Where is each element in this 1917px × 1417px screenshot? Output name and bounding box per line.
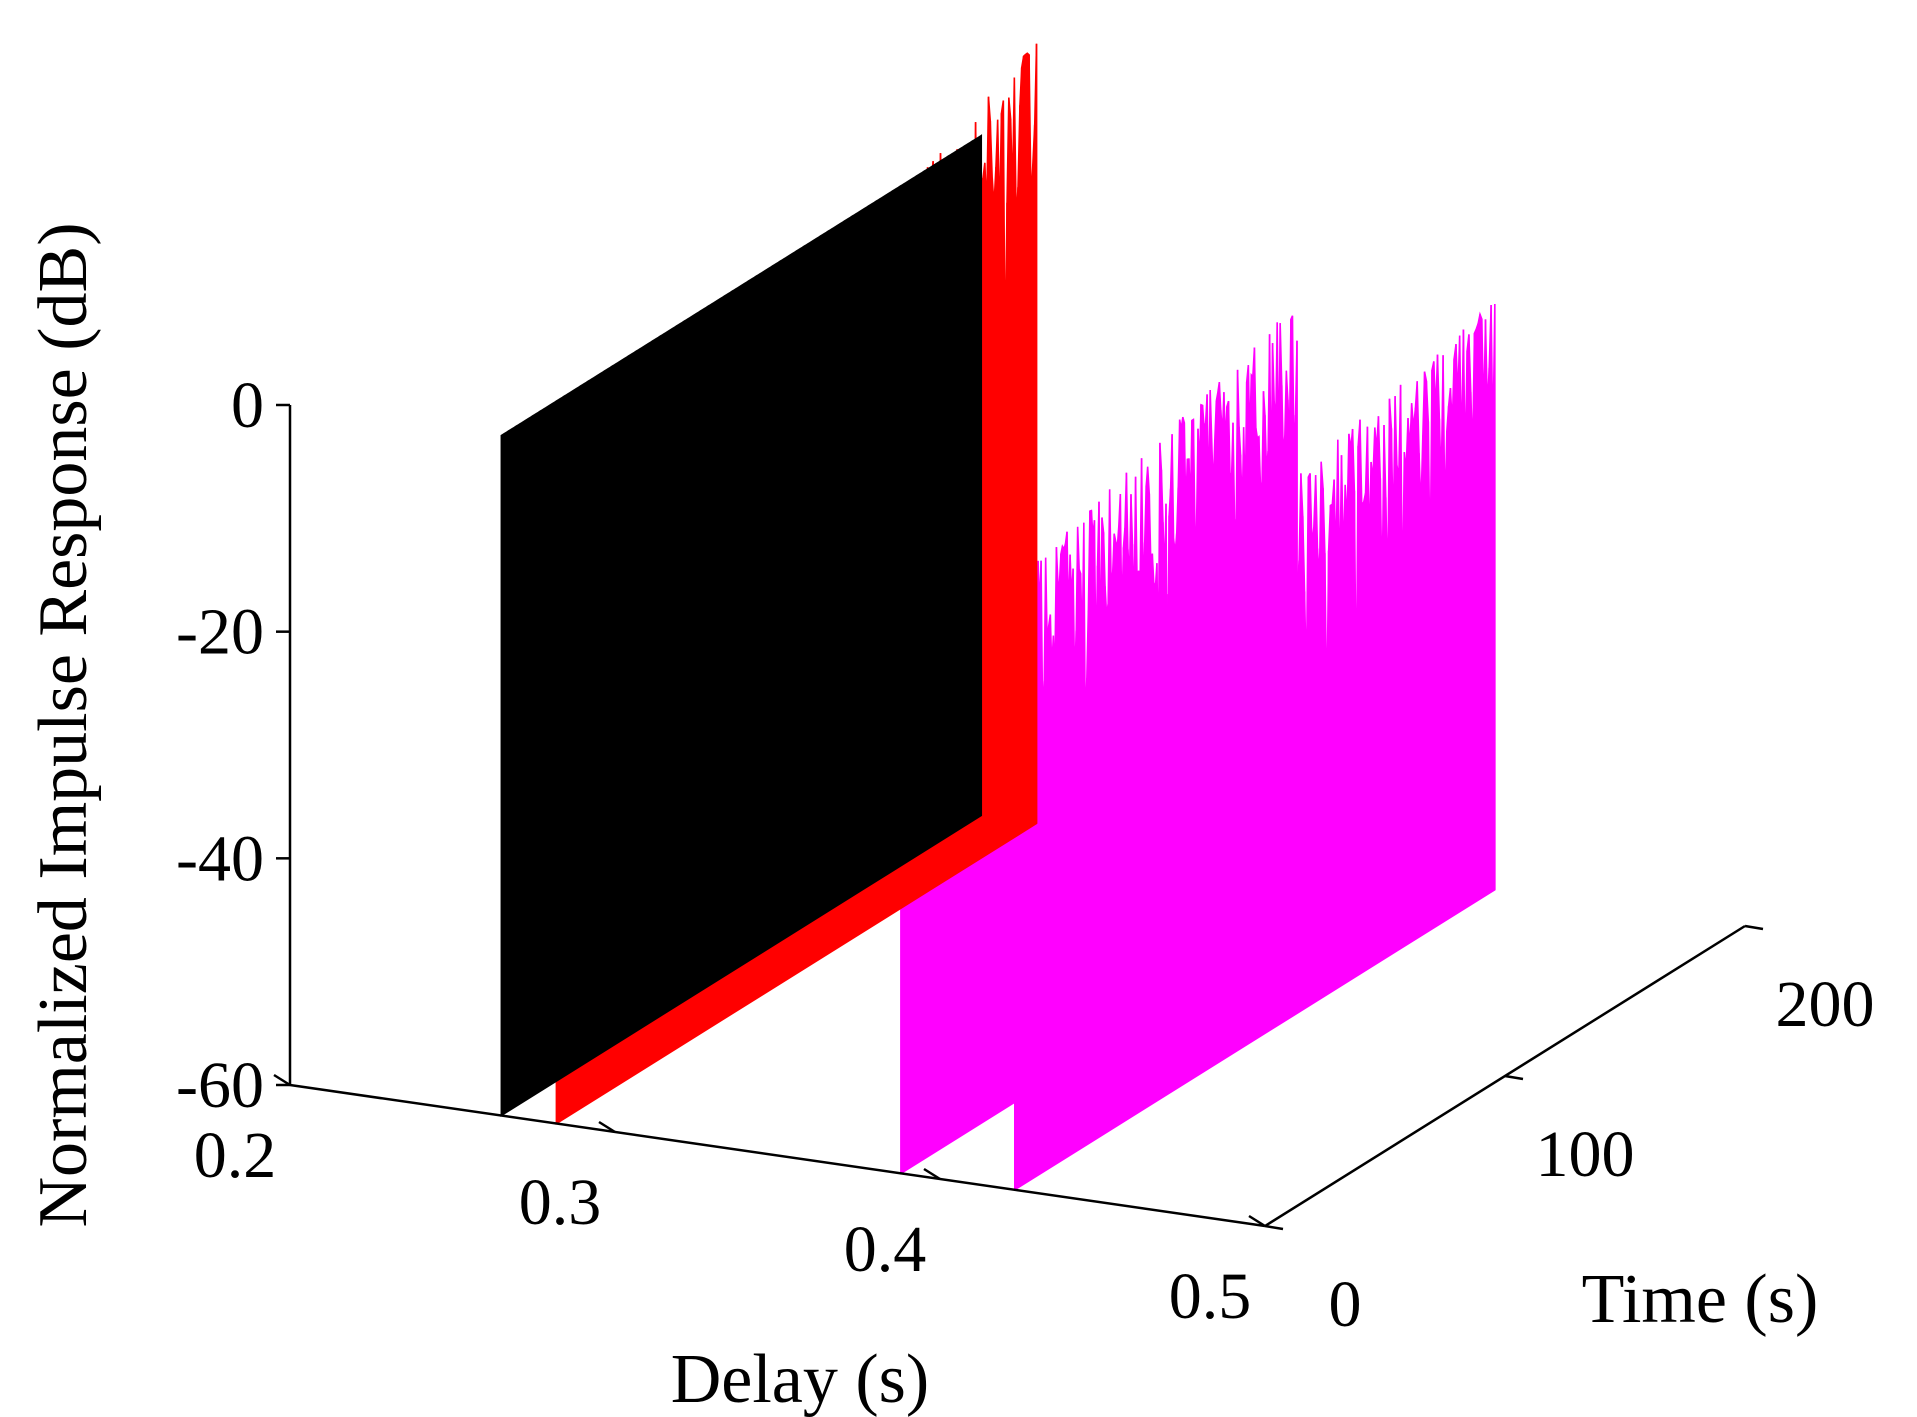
y-tick-label: 0 [1329,1268,1362,1341]
z-axis-title: Normalized Impulse Response (dB) [25,222,102,1227]
y-axis-title: Time (s) [1582,1261,1819,1338]
x-tick-label: 0.2 [194,1119,277,1192]
x-tick [923,1167,941,1181]
y-tick [1504,1074,1524,1081]
x-tick [273,1073,291,1087]
x-axis-line [289,1083,1266,1228]
stem-series-group [500,43,1496,1192]
z-tick-label: -60 [176,1049,264,1122]
x-tick-label: 0.5 [1169,1260,1252,1333]
y-tick [1744,924,1764,931]
x-tick [598,1120,616,1134]
y-tick-label: 100 [1536,1118,1635,1191]
stem-series-2 [900,315,1298,1175]
ticks: 0 -20 -40 -600.2 0.3 0.4 0.5 0 100 200 [176,369,1874,1341]
z-tick-label: -40 [176,822,264,895]
x-axis-title: Delay (s) [671,1341,930,1417]
x-tick [1248,1214,1266,1228]
y-tick [1264,1224,1284,1231]
x-tick-label: 0.3 [519,1166,602,1239]
z-tick-label: 0 [231,369,264,442]
stem-body [500,134,983,1117]
x-tick-label: 0.4 [844,1213,927,1286]
z-tick-label: -20 [176,596,264,669]
stem-series-0 [500,134,983,1117]
y-tick-label: 200 [1776,968,1875,1041]
